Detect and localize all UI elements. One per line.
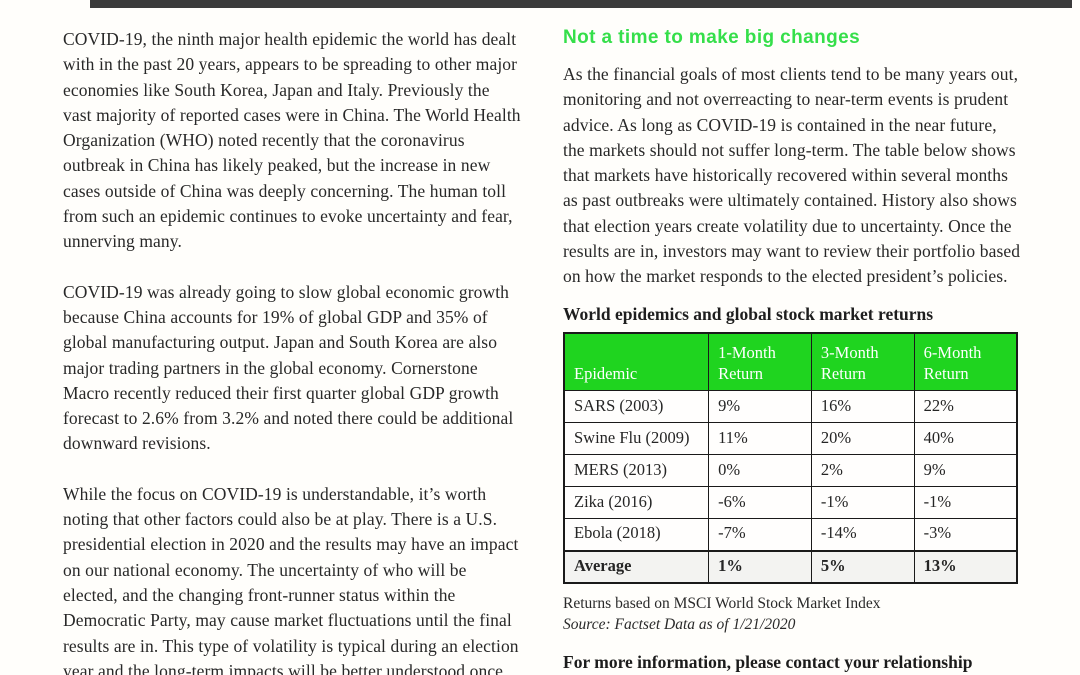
cell-3m: 20% (810, 422, 915, 456)
cell-3m: 16% (810, 390, 915, 424)
table-row: MERS (2013) 0% 2% 9% (563, 454, 1018, 488)
cell-average-3m: 5% (810, 549, 915, 584)
table-title: World epidemics and global stock market … (563, 303, 934, 324)
col-header-1-month: 1-Month Return (708, 332, 812, 392)
cell-epidemic: Ebola (2018) (563, 518, 710, 552)
table-row: Swine Flu (2009) 11% 20% 40% (563, 422, 1018, 456)
table-footnote: Returns based on MSCI World Stock Market… (563, 594, 881, 612)
right-text-column: Not a time to make big changes As the fi… (563, 27, 1021, 673)
table-row: SARS (2003) 9% 16% 22% (563, 390, 1018, 424)
cell-6m: -1% (913, 486, 1018, 520)
table-header-row: Epidemic 1-Month Return 3-Month Return 6… (563, 332, 1018, 392)
cell-6m: 9% (913, 454, 1018, 488)
cell-epidemic: Zika (2016) (563, 486, 710, 520)
cell-3m: 2% (810, 454, 915, 488)
cell-1m: -7% (708, 518, 812, 552)
returns-table: Epidemic 1-Month Return 3-Month Return 6… (563, 331, 1018, 584)
cell-average-1m: 1% (708, 549, 812, 584)
cell-3m: -1% (810, 486, 915, 520)
cell-1m: -6% (708, 486, 812, 520)
table-row: Zika (2016) -6% -1% -1% (563, 486, 1018, 520)
paragraph-economic-growth: COVID-19 was already going to slow globa… (63, 281, 514, 454)
table-row: Ebola (2018) -7% -14% -3% (563, 518, 1018, 552)
top-header-bar (90, 0, 1072, 8)
cell-6m: -3% (913, 518, 1018, 552)
cell-epidemic: SARS (2003) (563, 390, 710, 424)
left-text-column: COVID-19, the ninth major health epidemi… (63, 27, 521, 675)
paragraph-covid-spread: COVID-19, the ninth major health epidemi… (63, 29, 521, 252)
cell-1m: 11% (708, 422, 812, 456)
cell-epidemic: Swine Flu (2009) (563, 422, 710, 456)
cell-1m: 0% (708, 454, 812, 488)
paragraph-election-factors: While the focus on COVID-19 is understan… (63, 483, 519, 675)
cell-6m: 40% (913, 422, 1018, 456)
contact-info-line: For more information, please contact you… (563, 651, 973, 672)
cell-average-6m: 13% (913, 549, 1018, 584)
col-header-3-month: 3-Month Return (810, 332, 915, 392)
cell-1m: 9% (708, 390, 812, 424)
source-note: Source: Factset Data as of 1/21/2020 (563, 615, 796, 633)
col-header-6-month: 6-Month Return (913, 332, 1018, 392)
cell-6m: 22% (913, 390, 1018, 424)
paragraph-advice: As the financial goals of most clients t… (563, 64, 1021, 287)
table-average-row: Average 1% 5% 13% (563, 549, 1018, 584)
col-header-epidemic: Epidemic (563, 332, 710, 392)
section-heading: Not a time to make big changes (563, 27, 861, 48)
cell-epidemic: MERS (2013) (563, 454, 710, 488)
cell-3m: -14% (810, 518, 915, 552)
cell-average-label: Average (563, 549, 710, 584)
